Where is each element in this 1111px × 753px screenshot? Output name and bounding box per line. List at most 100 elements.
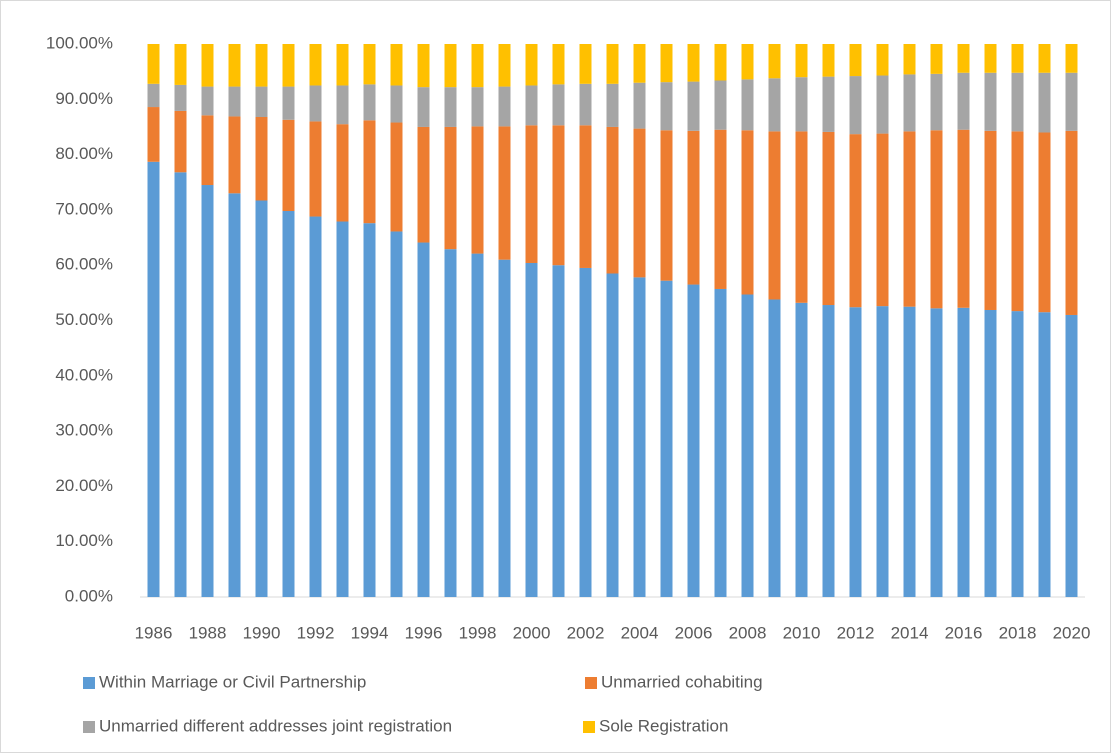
bar-segment [336,44,349,86]
bar-segment [876,133,889,307]
bar-segment [984,44,997,73]
bar-segment [174,84,187,111]
bar-segment [282,211,295,598]
bar-segment [147,161,160,597]
bar-segment [660,82,673,131]
bar-segment [876,306,889,597]
x-tick-label: 2020 [1053,623,1091,642]
bar-segment [822,44,835,77]
bar-segment [1038,72,1051,133]
bar-segment [1011,72,1024,132]
bar-segment [390,231,403,598]
x-tick-label: 1994 [351,623,389,642]
bar-segment [363,223,376,597]
bar-segment [525,262,538,597]
bar-segment [633,82,646,129]
bar-segment [795,302,808,597]
bar-segment [525,44,538,86]
bar-segment [471,87,484,127]
x-tick-label: 2006 [675,623,713,642]
bar-segment [1038,44,1051,73]
bar-segment [579,83,592,126]
bar-segment [1065,44,1078,73]
bar-segment [444,126,457,250]
bar-segment [525,85,538,126]
bar-segment [741,44,754,80]
bar-segment [471,253,484,597]
bar-segment [687,130,700,285]
y-tick-label: 100.00% [46,33,113,52]
bar-segment [147,83,160,108]
y-tick-label: 0.00% [65,586,113,605]
bar-segment [714,44,727,81]
x-tick-label: 1992 [297,623,335,642]
bar-segment [876,75,889,134]
legend-label: Unmarried cohabiting [601,672,763,691]
legend-swatch [583,721,595,733]
bar-segment [768,299,781,597]
bar-segment [498,259,511,597]
bar-segment [147,107,160,162]
bar-segment [228,44,241,87]
bar-segment [417,87,430,127]
bar-segment [930,308,943,597]
bar-segment [282,44,295,87]
x-tick-label: 1996 [405,623,443,642]
bar-segment [282,119,295,212]
bar-segment [741,79,754,131]
bar-segment [633,277,646,597]
bar-segment [471,126,484,254]
bar-segment [444,87,457,127]
bar-segment [849,76,862,135]
bar-segment [579,44,592,84]
bar-segment [768,44,781,79]
bar-segment [957,44,970,73]
bar-segment [174,44,187,85]
bar-segment [363,120,376,224]
bar-segment [660,44,673,83]
bar-segment [444,44,457,88]
bar-segment [606,126,619,274]
x-tick-label: 1990 [243,623,281,642]
bar-segment [1065,72,1078,131]
bar-segment [957,129,970,308]
bar-segment [363,44,376,85]
bar-segment [552,44,565,85]
bar-segment [714,288,727,597]
bar-segment [309,121,322,217]
x-tick-label: 2008 [729,623,767,642]
bar-segment [849,307,862,597]
x-tick-label: 2018 [999,623,1037,642]
bar-segment [903,306,916,597]
y-tick-label: 60.00% [55,255,113,274]
y-tick-label: 10.00% [55,531,113,550]
bar-segment [903,131,916,307]
bar-segment [390,44,403,86]
bar-segment [687,284,700,597]
bar-segment [741,130,754,295]
bar-segment [417,242,430,598]
x-tick-label: 1988 [189,623,227,642]
bar-segment [903,74,916,132]
x-tick-label: 2000 [513,623,551,642]
bar-segment [660,280,673,597]
bar-segment [336,85,349,125]
x-tick-label: 1986 [135,623,173,642]
y-tick-label: 70.00% [55,199,113,218]
bar-segment [795,44,808,78]
y-tick-label: 30.00% [55,421,113,440]
bar-segment [390,122,403,232]
bar-segment [309,44,322,86]
bar-segment [282,86,295,120]
bar-segment [174,172,187,597]
bar-segment [255,86,268,117]
bar-segment [228,86,241,117]
bar-segment [822,76,835,132]
bar-segment [687,81,700,131]
bar-segment [1038,312,1051,597]
bar-segment [471,44,484,88]
bar-segment [795,131,808,303]
bar-segment [876,44,889,76]
bar-segment [498,44,511,87]
y-tick-label: 80.00% [55,144,113,163]
